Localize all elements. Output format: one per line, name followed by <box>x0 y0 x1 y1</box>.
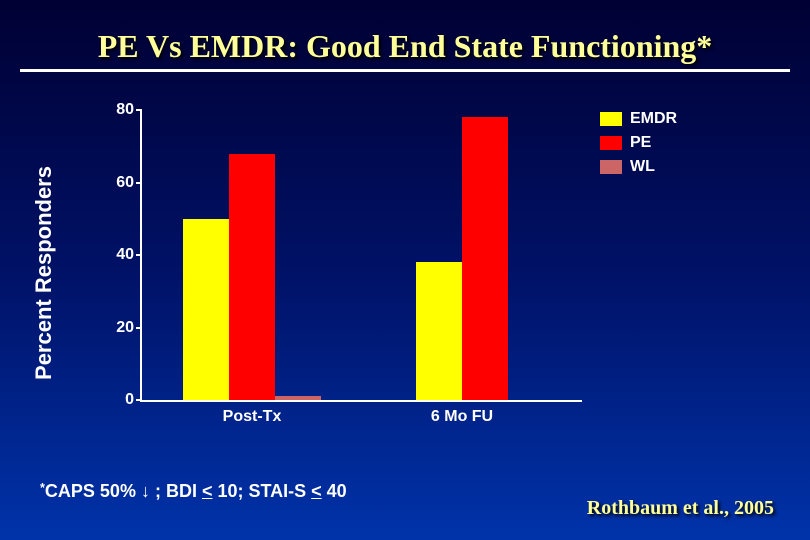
bar <box>183 219 229 400</box>
title-underline <box>20 69 790 72</box>
legend-item: PE <box>600 134 740 152</box>
legend-item: WL <box>600 158 740 176</box>
citation: Rothbaum et al., 2005 <box>587 497 774 520</box>
legend-label: PE <box>630 134 651 152</box>
y-tick-label: 40 <box>92 246 134 264</box>
x-tick-label: Post-Tx <box>223 408 282 426</box>
legend-item: EMDR <box>600 110 740 128</box>
y-tick-label: 80 <box>92 101 134 119</box>
y-tick-label: 60 <box>92 174 134 192</box>
footnote: *CAPS 50% ↓ ; BDI < 10; STAI-S < 40 <box>40 481 347 502</box>
bar <box>229 154 275 401</box>
legend-label: EMDR <box>630 110 677 128</box>
y-tick-mark <box>136 109 142 111</box>
slide: PE Vs EMDR: Good End State Functioning* … <box>0 0 810 540</box>
y-tick-mark <box>136 327 142 329</box>
legend-swatch <box>600 160 622 174</box>
x-tick-label: 6 Mo FU <box>431 408 493 426</box>
legend-swatch <box>600 136 622 150</box>
y-tick-mark <box>136 399 142 401</box>
chart: Percent Responders 020406080Post-Tx6 Mo … <box>50 100 730 445</box>
plot-area: 020406080Post-Tx6 Mo FU <box>140 110 582 402</box>
legend: EMDR PE WL <box>600 110 740 182</box>
bar <box>416 262 462 400</box>
legend-swatch <box>600 112 622 126</box>
bar <box>275 396 321 400</box>
bar <box>462 117 508 400</box>
legend-label: WL <box>630 158 655 176</box>
y-tick-label: 0 <box>92 391 134 409</box>
y-axis-label: Percent Responders <box>31 166 57 380</box>
page-title: PE Vs EMDR: Good End State Functioning* <box>20 28 790 65</box>
y-tick-mark <box>136 182 142 184</box>
y-tick-label: 20 <box>92 319 134 337</box>
y-tick-mark <box>136 254 142 256</box>
title-bar: PE Vs EMDR: Good End State Functioning* <box>20 28 790 72</box>
